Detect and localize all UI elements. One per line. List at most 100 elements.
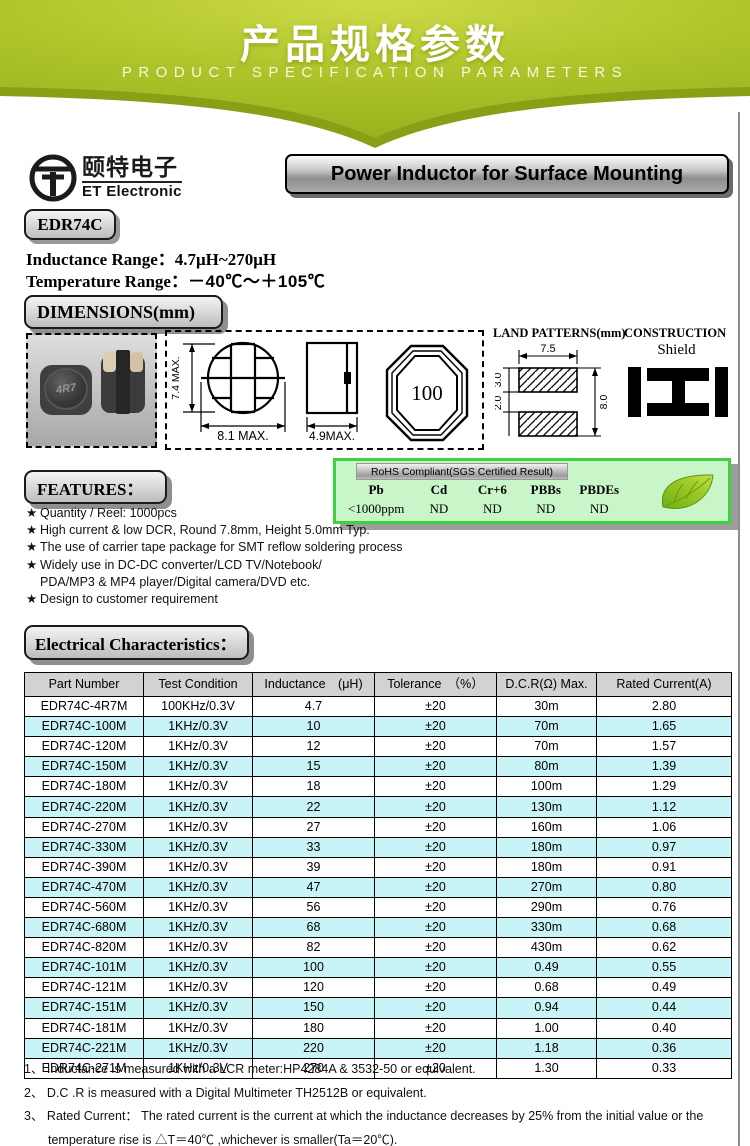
features-heading: FEATURES： [24, 470, 167, 504]
table-cell: 1KHz/0.3V [143, 1057, 253, 1079]
product-photo: 4R7 [26, 333, 157, 448]
table-cell: ±20 [374, 776, 497, 798]
column-header: Part Number [24, 672, 144, 697]
inductor-side-view-photo [101, 350, 145, 414]
star-bullet-icon: ★ [26, 557, 38, 572]
footnote: 1、 Inductance is measured with a LCR met… [24, 1062, 476, 1076]
electrical-table: Part Number Test Condition Inductance (μH)… [24, 672, 732, 1079]
pad-gap-dim: 2.0 [495, 396, 504, 411]
table-row: EDR74C-121M 1KHz/0.3V 120 ±20 0.68 0.49 [24, 977, 732, 999]
brand-name-cn: 颐特电子 [82, 156, 182, 183]
star-bullet-icon: ★ [26, 540, 38, 555]
table-row: EDR74C-680M 1KHz/0.3V 68 ±20 330m 0.68 [24, 917, 732, 939]
table-head: Part Number Test Condition Inductance (μH)… [24, 672, 732, 697]
table-cell: 27 [252, 816, 375, 838]
table-cell: 180 [252, 1017, 375, 1039]
dimension-drawing-graphic: 100 7.4 MAX. 8.1 MAX. 4.9MAX. [170, 341, 469, 443]
rohs-column: PBBs ND [519, 482, 572, 517]
feature-text: PDA/MP3 & MP4 player/Digital camera/DVD … [40, 574, 311, 589]
shield-bar-left [628, 367, 641, 417]
star-bullet-icon: ★ [26, 506, 38, 520]
column-header: D.C.R(Ω) Max. [496, 672, 597, 697]
table-cell: 82 [252, 937, 375, 959]
table-cell: ±20 [374, 1057, 497, 1079]
electrical-heading: Electrical Characteristics： [24, 625, 249, 660]
table-cell: 270m [496, 876, 597, 898]
table-row: EDR74C-181M 1KHz/0.3V 180 ±20 1.00 0.40 [24, 1017, 732, 1039]
table-cell: 1KHz/0.3V [143, 917, 253, 939]
table-row: EDR74C-470M 1KHz/0.3V 47 ±20 270m 0.80 [24, 876, 732, 898]
table-cell: 330m [496, 917, 597, 939]
table-cell: 100m [496, 776, 597, 798]
table-cell: 1KHz/0.3V [143, 1037, 253, 1059]
table-cell: 47 [252, 876, 375, 898]
table-cell: 1.39 [596, 756, 732, 778]
table-cell: 1.30 [496, 1057, 597, 1079]
feature-text: Widely use in DC-DC converter/LCD TV/Not… [40, 557, 322, 572]
table-cell: 1KHz/0.3V [143, 876, 253, 898]
table-body: EDR74C-4R7M 100KHz/0.3V 4.7 ±20 30m 2.80 EDR74… [24, 695, 732, 1079]
table-cell: 220 [252, 1037, 375, 1059]
feature-text: Quantity / Reel: 1000pcs [40, 506, 177, 520]
table-cell: 1.65 [596, 716, 732, 738]
table-cell: 10 [252, 716, 375, 738]
table-row: EDR74C-221M 1KHz/0.3V 220 ±20 1.18 0.36 [24, 1037, 732, 1059]
table-cell: 1KHz/0.3V [143, 856, 253, 878]
rohs-substance: Cr+6 [477, 482, 507, 497]
table-cell: 0.44 [596, 997, 732, 1019]
table-row: EDR74C-101M 1KHz/0.3V 100 ±20 0.49 0.55 [24, 957, 732, 979]
table-cell: ±20 [374, 917, 497, 939]
table-cell: 0.76 [596, 896, 732, 919]
top-view-marking: 100 [411, 381, 443, 405]
column-header: Test Condition [143, 672, 253, 697]
rohs-result: <1000ppm [347, 501, 405, 516]
inductance-range: Inductance Range：4.7μH~270μH [26, 245, 276, 270]
pad-width-dim: 7.5 [540, 343, 555, 355]
star-bullet-icon [26, 574, 40, 591]
table-cell: ±20 [374, 977, 497, 999]
feature-item: ★ High current & low DCR, Round 7.8mm, He… [26, 522, 386, 539]
table-cell: 160m [496, 816, 597, 838]
shield-bar-right [715, 367, 728, 417]
rohs-result: ND [429, 501, 449, 516]
rohs-column: Cd ND [412, 482, 465, 517]
construction-shield-label: Shield [657, 342, 696, 358]
table-cell: EDR74C-220M [24, 796, 144, 818]
table-cell: 100KHz/0.3V [143, 695, 253, 718]
table-cell: ±20 [374, 896, 497, 919]
table-row: EDR74C-100M 1KHz/0.3V 10 ±20 70m 1.65 [24, 716, 732, 738]
star-bullet-icon: ★ [26, 523, 38, 538]
table-cell: EDR74C-330M [24, 836, 144, 858]
brand-logo-icon [29, 154, 77, 202]
table-cell: 180m [496, 836, 597, 858]
table-cell: ±20 [374, 695, 497, 718]
table-cell: 0.55 [596, 957, 732, 979]
front-height-dim: 7.4 MAX. [170, 356, 182, 399]
table-cell: 1KHz/0.3V [143, 977, 253, 999]
table-cell: ±20 [374, 716, 497, 738]
table-row: EDR74C-270M 1KHz/0.3V 27 ±20 160m 1.06 [24, 816, 732, 838]
table-cell: 180m [496, 856, 597, 878]
table-cell: 0.40 [596, 1017, 732, 1039]
table-cell: 0.80 [596, 876, 732, 898]
column-header: Rated Current(A) [596, 672, 732, 697]
page-right-border [738, 112, 740, 1146]
rohs-panel: RoHS Compliant(SGS Certified Result) Pb <… [333, 458, 731, 524]
rohs-result: ND [589, 501, 609, 516]
core-flange-top [647, 368, 709, 381]
table-cell: 80m [496, 756, 597, 778]
rohs-substance: PBDEs [579, 482, 620, 497]
rohs-column: Cr+6 ND [466, 482, 519, 517]
features-list: ★ Quantity / Reel: 1000pcs ★ High current &… [26, 505, 402, 608]
footnote: 2、 D.C .R is measured with a Digital Mul… [24, 1085, 427, 1100]
column-header: Inductance (μH) [252, 672, 375, 697]
table-cell: 30m [496, 695, 597, 718]
table-cell: 39 [252, 856, 375, 878]
table-cell: 0.97 [596, 836, 732, 858]
table-cell: EDR74C-180M [24, 776, 144, 798]
table-row: EDR74C-4R7M 100KHz/0.3V 4.7 ±20 30m 2.80 [24, 695, 732, 718]
product-title: Power Inductor for Surface Mounting [285, 154, 729, 194]
rohs-substance: Cd [430, 482, 448, 497]
table-row: EDR74C-271M 1KHz/0.3V 270 ±20 1.30 0.33 [24, 1057, 732, 1079]
